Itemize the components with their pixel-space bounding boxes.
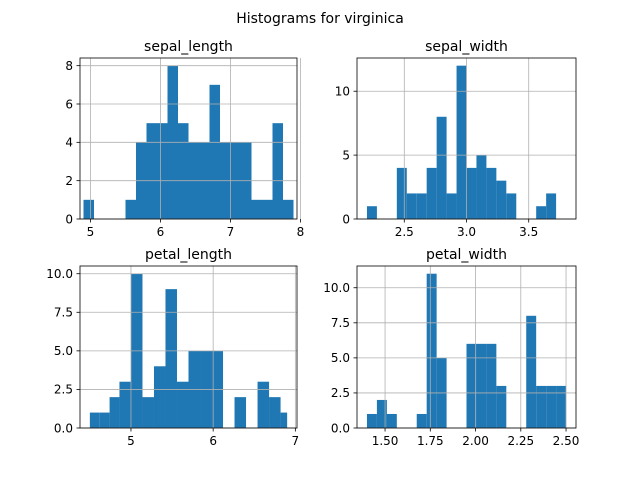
histogram-panel-petal-width: 1.50 1.75 2.00 2.25 2.50 0.0 2.5 5.0 7.5 10.0 peta… — [323, 247, 579, 448]
petal-length-bar-3 — [109, 397, 120, 428]
sepal-width-x-tick-label-2: 3.5 — [519, 225, 538, 239]
petal-length-bar-16 — [257, 381, 270, 428]
sepal-length-title: sepal_length — [144, 39, 233, 55]
petal-length-bar-14 — [234, 397, 247, 428]
petal-width-y-tick-label-4: 10.0 — [323, 281, 350, 295]
petal-length-y-tick-label-2: 5.0 — [54, 344, 73, 358]
sepal-length-bar-16 — [251, 199, 262, 219]
petal-width-x-tick-label-3: 2.25 — [507, 434, 534, 448]
sepal-length-bar-19 — [283, 199, 294, 219]
petal-length-bar-4 — [119, 381, 131, 428]
petal-width-bar-13 — [496, 385, 507, 428]
petal-length-bar-8 — [165, 289, 177, 428]
petal-length-bar-9 — [176, 381, 189, 428]
petal-width-bar-2 — [386, 413, 397, 428]
sepal-length-x-tick-label-0: 5 — [87, 225, 95, 239]
sepal-width-bar-7 — [436, 116, 447, 219]
petal-length-bar-2 — [99, 412, 110, 428]
petal-length-y-tick-label-3: 7.5 — [54, 306, 73, 320]
sepal-width-bar-17 — [536, 206, 547, 219]
sepal-width-bar-5 — [416, 193, 427, 219]
sepal-length-x-tick-label-3: 8 — [297, 225, 305, 239]
sepal-width-bar-9 — [456, 65, 467, 219]
petal-width-bar-11 — [476, 343, 487, 428]
sepal-width-bar-14 — [506, 193, 517, 219]
sepal-length-bar-0 — [83, 199, 94, 219]
sepal-width-y-tick-label-0: 0 — [342, 212, 350, 226]
sepal-length-y-tick-label-3: 6 — [65, 97, 73, 111]
petal-width-y-tick-label-1: 2.5 — [331, 386, 350, 400]
sepal-width-y-tick-label-1: 5 — [342, 148, 350, 162]
petal-width-x-tick-label-4: 2.50 — [553, 434, 580, 448]
sepal-length-y-tick-label-0: 0 — [65, 212, 73, 226]
histogram-panel-petal-length: 5 6 7 0.0 2.5 5.0 7.5 10.0 petal_length — [46, 247, 299, 448]
petal-length-x-tick-label-1: 6 — [209, 434, 217, 448]
petal-width-bar-0 — [366, 413, 377, 428]
petal-length-bar-0 — [89, 412, 100, 428]
petal-width-y-tick-label-2: 5.0 — [331, 351, 350, 365]
petal-length-bar-7 — [153, 366, 166, 428]
petal-width-x-tick-label-0: 1.50 — [372, 434, 399, 448]
sepal-length-bar-4 — [125, 199, 136, 219]
petal-length-x-tick-label-0: 5 — [127, 434, 135, 448]
sepal-length-bar-9 — [178, 123, 189, 219]
petal-width-y-tick-label-0: 0.0 — [331, 421, 350, 435]
sepal-width-title: sepal_width — [425, 39, 508, 55]
sepal-width-bar-11 — [476, 155, 487, 219]
figure-suptitle: Histograms for virginica — [236, 11, 404, 27]
sepal-length-bar-18 — [272, 123, 283, 219]
petal-width-bar-10 — [466, 343, 477, 428]
sepal-length-bar-12 — [209, 84, 220, 219]
histogram-panel-sepal-length: 5 6 7 8 0 2 4 6 8 sepal_length — [65, 39, 304, 239]
histogram-panel-sepal-width: 2.5 3.0 3.5 0 5 10 sepal_width — [335, 39, 577, 239]
petal-width-bar-1 — [376, 399, 387, 428]
sepal-length-bar-17 — [262, 199, 273, 219]
petal-width-bar-19 — [556, 385, 567, 428]
sepal-length-bar-6 — [146, 123, 157, 219]
petal-width-axes-frame — [356, 265, 577, 429]
sepal-width-bar-6 — [426, 167, 437, 219]
petal-width-bar-16 — [526, 315, 537, 428]
sepal-length-y-tick-label-4: 8 — [65, 59, 73, 73]
sepal-length-x-tick-label-2: 7 — [227, 225, 235, 239]
petal-length-x-tick-label-2: 7 — [292, 434, 300, 448]
sepal-length-axes-frame — [79, 57, 298, 220]
petal-width-bar-6 — [426, 273, 437, 428]
petal-length-bar-18 — [280, 412, 288, 428]
sepal-length-bar-7 — [157, 123, 168, 219]
sepal-width-bar-4 — [406, 193, 417, 219]
sepal-width-bar-12 — [486, 167, 497, 219]
petal-width-x-tick-label-1: 1.75 — [417, 434, 444, 448]
sepal-width-bar-3 — [396, 167, 407, 219]
petal-length-bar-17 — [269, 397, 281, 428]
petal-width-bar-5 — [416, 413, 427, 428]
sepal-width-bar-10 — [466, 167, 477, 219]
sepal-length-y-tick-label-2: 4 — [65, 136, 73, 150]
sepal-width-bar-13 — [496, 180, 507, 219]
sepal-width-y-tick-label-2: 10 — [335, 85, 350, 99]
petal-length-title: petal_length — [145, 247, 232, 263]
sepal-width-bar-18 — [546, 193, 557, 219]
sepal-width-bar-0 — [366, 206, 377, 219]
petal-width-y-tick-label-3: 7.5 — [331, 316, 350, 330]
petal-length-y-tick-label-1: 2.5 — [54, 383, 73, 397]
sepal-length-x-tick-label-1: 6 — [157, 225, 165, 239]
sepal-width-bar-8 — [446, 193, 457, 219]
sepal-length-y-tick-label-1: 2 — [65, 174, 73, 188]
petal-width-bar-17 — [536, 385, 547, 428]
sepal-width-x-tick-label-1: 3.0 — [457, 225, 476, 239]
petal-length-y-tick-label-4: 10.0 — [46, 267, 73, 281]
petal-width-bar-12 — [486, 343, 497, 428]
petal-width-title: petal_width — [426, 247, 507, 263]
petal-width-x-tick-label-2: 2.00 — [462, 434, 489, 448]
sepal-width-x-tick-label-0: 2.5 — [395, 225, 414, 239]
petal-length-y-tick-label-0: 0.0 — [54, 421, 73, 435]
petal-width-bar-18 — [546, 385, 557, 428]
petal-length-axes-frame — [79, 265, 298, 429]
petal-length-bar-6 — [142, 397, 154, 428]
